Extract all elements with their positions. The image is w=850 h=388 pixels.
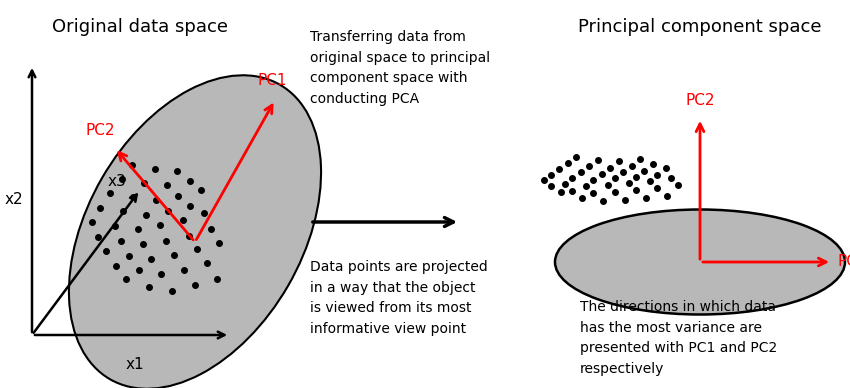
Text: Data points are projected
in a way that the object
is viewed from its most
infor: Data points are projected in a way that … [310,260,488,336]
Text: x1: x1 [126,357,144,372]
Text: The directions in which data
has the most variance are
presented with PC1 and PC: The directions in which data has the mos… [580,300,777,376]
Ellipse shape [69,75,321,388]
Text: Principal component space: Principal component space [578,18,822,36]
Text: Original data space: Original data space [52,18,228,36]
Text: PC2: PC2 [685,93,715,108]
Text: PC1: PC1 [258,73,286,88]
Text: x3: x3 [108,175,127,189]
Text: x2: x2 [5,192,23,208]
Text: PC2: PC2 [85,123,115,138]
Ellipse shape [555,210,845,315]
Text: PC1: PC1 [838,255,850,270]
Text: Transferring data from
original space to principal
component space with
conducti: Transferring data from original space to… [310,30,490,106]
